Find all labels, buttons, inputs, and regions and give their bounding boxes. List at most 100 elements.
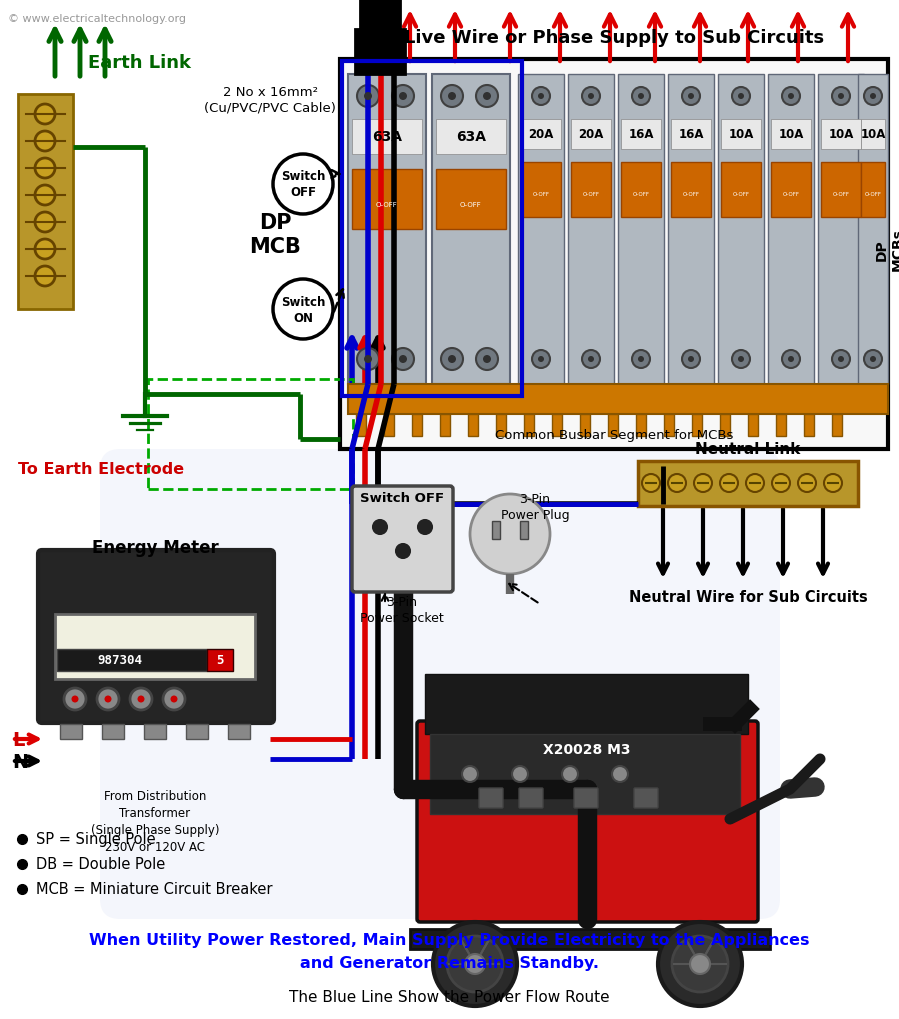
Bar <box>861 163 885 218</box>
Circle shape <box>638 357 644 363</box>
Circle shape <box>35 267 55 286</box>
Bar <box>144 725 166 739</box>
Circle shape <box>138 696 145 703</box>
Circle shape <box>864 88 882 106</box>
FancyBboxPatch shape <box>100 449 780 919</box>
Bar <box>340 60 888 449</box>
Text: SP = Single Pole: SP = Single Pole <box>36 832 156 847</box>
Bar <box>818 75 864 384</box>
Bar <box>520 522 528 539</box>
Text: O-OFF: O-OFF <box>460 202 482 208</box>
Circle shape <box>396 544 410 558</box>
Text: 3-Pin
Power Socket: 3-Pin Power Socket <box>360 595 444 624</box>
Bar <box>571 163 611 218</box>
Circle shape <box>746 475 764 492</box>
Circle shape <box>688 94 694 100</box>
Circle shape <box>538 94 544 100</box>
Text: 20A: 20A <box>578 128 604 142</box>
Bar <box>348 75 426 384</box>
Circle shape <box>588 94 594 100</box>
Bar <box>436 120 506 155</box>
Bar <box>621 163 661 218</box>
Bar <box>636 415 646 436</box>
Bar <box>18 95 73 310</box>
Circle shape <box>273 155 333 215</box>
Text: DB = Double Pole: DB = Double Pole <box>36 857 165 871</box>
Bar <box>207 649 233 672</box>
Circle shape <box>562 766 578 783</box>
Circle shape <box>864 351 882 369</box>
Text: 16A: 16A <box>678 128 704 142</box>
Circle shape <box>35 185 55 206</box>
Circle shape <box>738 357 744 363</box>
FancyBboxPatch shape <box>38 550 274 723</box>
Circle shape <box>462 766 478 783</box>
Circle shape <box>448 356 456 364</box>
Bar <box>721 163 761 218</box>
Text: 2 No x 16mm²
(Cu/PVC/PVC Cable): 2 No x 16mm² (Cu/PVC/PVC Cable) <box>204 86 336 114</box>
Bar <box>552 415 562 436</box>
Bar <box>721 120 761 150</box>
Bar <box>102 725 124 739</box>
Text: O-OFF: O-OFF <box>376 202 398 208</box>
Circle shape <box>357 348 379 371</box>
Circle shape <box>632 351 650 369</box>
Text: Energy Meter: Energy Meter <box>92 538 218 556</box>
Circle shape <box>682 351 700 369</box>
Circle shape <box>35 213 55 232</box>
Text: MCB = Miniature Circuit Breaker: MCB = Miniature Circuit Breaker <box>36 881 272 897</box>
Circle shape <box>870 357 876 363</box>
Bar <box>440 415 450 436</box>
Bar <box>412 415 422 436</box>
Bar <box>771 120 811 150</box>
Circle shape <box>782 351 800 369</box>
Circle shape <box>612 766 628 783</box>
Circle shape <box>64 688 86 710</box>
Circle shape <box>447 936 503 993</box>
Bar <box>621 120 661 150</box>
Circle shape <box>788 94 794 100</box>
Text: 10A: 10A <box>728 128 753 142</box>
Circle shape <box>35 159 55 178</box>
Circle shape <box>788 357 794 363</box>
Bar <box>568 75 614 384</box>
Bar <box>55 614 255 680</box>
Circle shape <box>35 131 55 152</box>
Text: 63A: 63A <box>372 129 402 144</box>
Text: From Distribution
Transformer
(Single Phase Supply)
230V or 120V AC: From Distribution Transformer (Single Ph… <box>91 790 219 853</box>
Text: O-OFF: O-OFF <box>583 193 600 198</box>
Text: O-OFF: O-OFF <box>633 193 649 198</box>
Circle shape <box>672 936 728 993</box>
Circle shape <box>658 922 742 1006</box>
Circle shape <box>97 688 119 710</box>
Bar <box>638 462 858 506</box>
Circle shape <box>838 94 844 100</box>
FancyBboxPatch shape <box>410 929 770 949</box>
Bar <box>355 30 405 75</box>
FancyBboxPatch shape <box>574 789 598 808</box>
Circle shape <box>582 88 600 106</box>
Circle shape <box>399 93 407 101</box>
Circle shape <box>130 688 152 710</box>
Circle shape <box>476 348 498 371</box>
Bar <box>580 415 590 436</box>
Bar <box>352 120 422 155</box>
Text: Switch
ON: Switch ON <box>280 296 325 324</box>
Circle shape <box>782 88 800 106</box>
Circle shape <box>433 922 517 1006</box>
Circle shape <box>35 105 55 125</box>
Circle shape <box>732 351 750 369</box>
Text: X20028 M3: X20028 M3 <box>543 742 631 756</box>
Bar <box>821 163 861 218</box>
Bar <box>356 415 366 436</box>
Bar <box>571 120 611 150</box>
Text: O-OFF: O-OFF <box>782 193 799 198</box>
Bar <box>468 415 478 436</box>
Text: O-OFF: O-OFF <box>682 193 699 198</box>
Circle shape <box>163 688 185 710</box>
FancyBboxPatch shape <box>634 789 658 808</box>
Circle shape <box>538 357 544 363</box>
Bar <box>608 415 618 436</box>
Text: Common Busbar Segment for MCBs: Common Busbar Segment for MCBs <box>494 428 734 441</box>
Circle shape <box>694 475 712 492</box>
